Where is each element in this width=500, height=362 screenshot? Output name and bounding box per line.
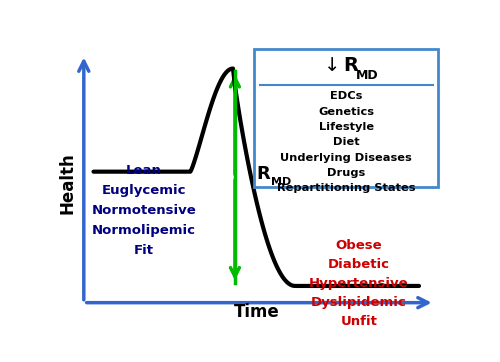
- Text: Unfit: Unfit: [340, 315, 378, 328]
- Text: $\downarrow$R: $\downarrow$R: [320, 56, 361, 75]
- Text: Genetics: Genetics: [318, 107, 374, 117]
- Text: Diabetic: Diabetic: [328, 258, 390, 271]
- Text: Drugs: Drugs: [327, 168, 366, 178]
- Text: Repartitioning States: Repartitioning States: [277, 184, 415, 193]
- Text: Time: Time: [234, 303, 279, 321]
- Text: Diet: Diet: [333, 138, 359, 147]
- Text: MD: MD: [271, 177, 291, 187]
- Text: Dyslipidemic: Dyslipidemic: [311, 296, 407, 309]
- Text: R: R: [256, 165, 270, 183]
- FancyBboxPatch shape: [254, 49, 438, 187]
- Text: Normotensive: Normotensive: [92, 204, 196, 217]
- Text: Obese: Obese: [336, 239, 382, 252]
- Text: Fit: Fit: [134, 244, 154, 257]
- Text: Hypertensive: Hypertensive: [309, 277, 409, 290]
- Text: Lifestyle: Lifestyle: [319, 122, 374, 132]
- Text: EDCs: EDCs: [330, 91, 362, 101]
- Text: MD: MD: [356, 69, 379, 82]
- Text: Underlying Diseases: Underlying Diseases: [280, 153, 412, 163]
- Text: Health: Health: [58, 152, 76, 214]
- Text: Euglycemic: Euglycemic: [102, 184, 186, 197]
- Text: Lean: Lean: [126, 164, 162, 177]
- Text: Normolipemic: Normolipemic: [92, 224, 196, 237]
